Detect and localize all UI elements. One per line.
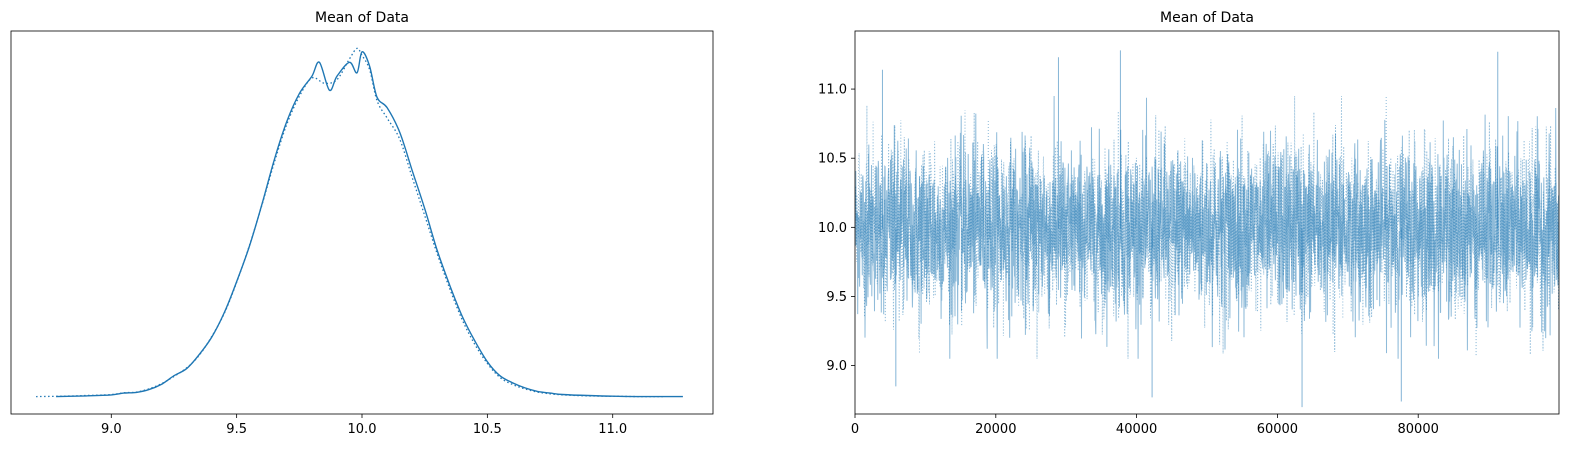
density-plot-area (10, 30, 714, 415)
trace-line-dotted (855, 95, 1559, 359)
trace-x-tick-label: 20000 (975, 422, 1016, 437)
trace-y-tick-label: 10.0 (818, 221, 847, 236)
density-x-tick-label: 9.0 (101, 422, 122, 437)
trace-x-tick-label: 80000 (1398, 422, 1439, 437)
density-x-tick-label: 10.5 (473, 422, 502, 437)
trace-x-tick-label: 60000 (1257, 422, 1298, 437)
density-x-ticks: 9.0 9.5 10.0 10.5 11.0 (101, 414, 627, 437)
trace-x-tick-label: 40000 (1116, 422, 1157, 437)
density-title: Mean of Data (315, 10, 409, 26)
trace-x-tick-label: 0 (851, 422, 859, 437)
density-lines (36, 47, 683, 398)
density-panel: Mean of Data 9.0 9.5 10.0 10.5 11.0 (10, 10, 714, 437)
density-x-tick-label: 9.5 (226, 422, 247, 437)
trace-y-tick-label: 9.5 (826, 290, 847, 305)
density-x-tick-label: 10.0 (348, 422, 377, 437)
trace-y-ticks: 9.0 9.5 10.0 10.5 11.0 (818, 83, 855, 374)
density-line-solid (56, 51, 683, 398)
trace-y-tick-label: 9.0 (826, 359, 847, 374)
trace-y-tick-label: 10.5 (818, 152, 847, 167)
trace-plot-area (854, 30, 1560, 415)
trace-y-tick-label: 11.0 (818, 83, 847, 98)
density-line-dotted (36, 47, 663, 398)
density-x-tick-label: 11.0 (598, 422, 627, 437)
trace-title: Mean of Data (1160, 10, 1254, 26)
trace-panel: Mean of Data 0 20000 40000 60000 80000 9.09.… (818, 10, 1560, 437)
trace-lines (855, 50, 1559, 408)
trace-x-ticks: 0 20000 40000 60000 80000 (851, 414, 1439, 437)
